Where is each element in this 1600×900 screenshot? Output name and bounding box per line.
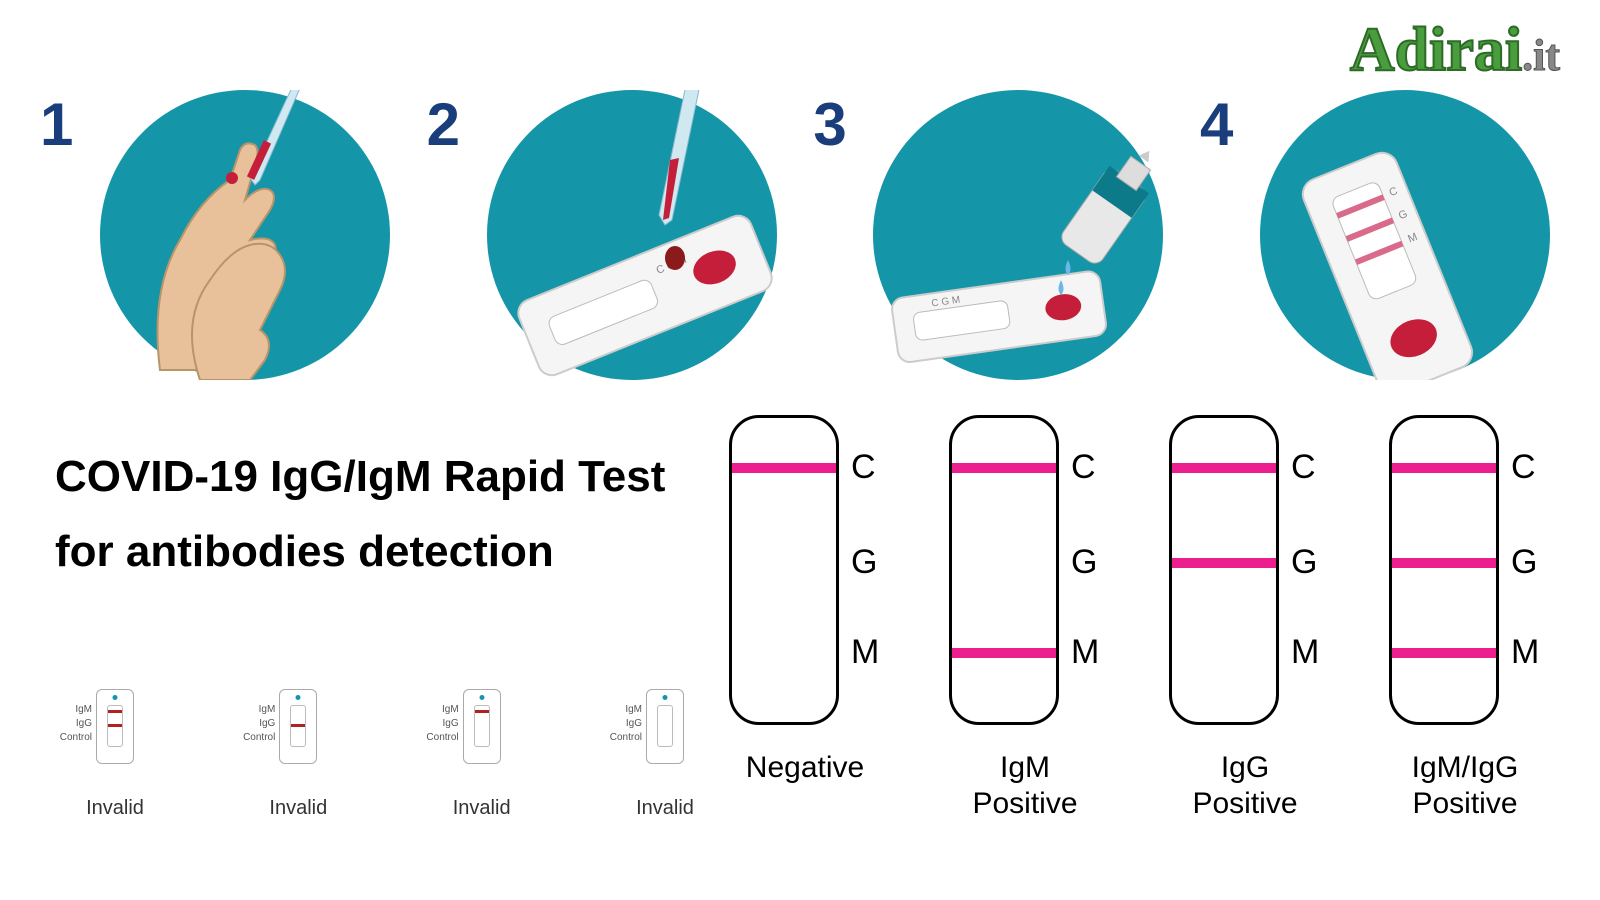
results-row: CGMNegativeCGMIgMPositiveCGMIgGPositiveC…: [700, 415, 1570, 822]
result-tube: [949, 415, 1059, 725]
result-line-C: [952, 463, 1056, 473]
mini-cassette: [463, 689, 501, 764]
invalid-label: Invalid: [407, 797, 557, 820]
result-marker-labels: CGM: [1291, 415, 1321, 725]
result-marker-labels: CGM: [1071, 415, 1101, 725]
invalid-label: Invalid: [223, 797, 373, 820]
step-1: 1: [40, 50, 400, 410]
title-line-1: COVID-19 IgG/IgM Rapid Test: [55, 440, 665, 515]
result-marker-labels: CGM: [851, 415, 881, 725]
step-3: 3 C G M: [813, 50, 1173, 410]
result-tube: [1389, 415, 1499, 725]
finger-prick-icon: [100, 90, 390, 380]
result-caption: IgM/IgGPositive: [1412, 750, 1519, 822]
result-item: CGM IgM/IgGPositive: [1360, 415, 1570, 822]
invalid-example: IgMIgGControl Invalid: [223, 689, 373, 820]
result-line-G: [1172, 558, 1276, 568]
step-number: 1: [40, 90, 73, 159]
mini-cassette: [96, 689, 134, 764]
apply-blood-icon: C G M: [487, 90, 777, 380]
mini-side-labels: IgMIgGControl: [608, 703, 642, 745]
steps-row: 1 2 C G M: [40, 50, 1560, 410]
invalid-label: Invalid: [40, 797, 190, 820]
mini-side-labels: IgMIgGControl: [425, 703, 459, 745]
result-item: CGM IgMPositive: [920, 415, 1130, 822]
result-caption: IgMPositive: [972, 750, 1077, 822]
step-number: 2: [427, 90, 460, 159]
result-line-G: [1392, 558, 1496, 568]
result-line-C: [1392, 463, 1496, 473]
result-line-C: [1172, 463, 1276, 473]
step-2: 2 C G M: [427, 50, 787, 410]
result-line-M: [1392, 648, 1496, 658]
result-line-C: [732, 463, 836, 473]
invalid-examples-row: IgMIgGControl Invalid IgMIgGControl Invalid…: [40, 689, 740, 820]
read-result-icon: C G M: [1260, 90, 1550, 380]
result-tube: [729, 415, 839, 725]
result-caption: IgGPositive: [1192, 750, 1297, 822]
step-4: 4 C G M: [1200, 50, 1560, 410]
add-buffer-icon: C G M: [873, 90, 1163, 380]
step-circle: C G M: [1260, 90, 1550, 380]
mini-cassette: [646, 689, 684, 764]
result-tube: [1169, 415, 1279, 725]
step-circle: C G M: [487, 90, 777, 380]
invalid-example: IgMIgGControl Invalid: [407, 689, 557, 820]
mini-cassette: [279, 689, 317, 764]
main-title: COVID-19 IgG/IgM Rapid Test for antibodi…: [55, 440, 665, 590]
mini-side-labels: IgMIgGControl: [58, 703, 92, 745]
step-circle: C G M: [873, 90, 1163, 380]
mini-side-labels: IgMIgGControl: [241, 703, 275, 745]
title-line-2: for antibodies detection: [55, 515, 665, 590]
result-item: CGM Negative: [700, 415, 910, 822]
step-number: 3: [813, 90, 846, 159]
result-item: CGM IgGPositive: [1140, 415, 1350, 822]
result-marker-labels: CGM: [1511, 415, 1541, 725]
result-caption: Negative: [746, 750, 864, 786]
step-circle: [100, 90, 390, 380]
invalid-example: IgMIgGControl Invalid: [40, 689, 190, 820]
result-line-M: [952, 648, 1056, 658]
step-number: 4: [1200, 90, 1233, 159]
